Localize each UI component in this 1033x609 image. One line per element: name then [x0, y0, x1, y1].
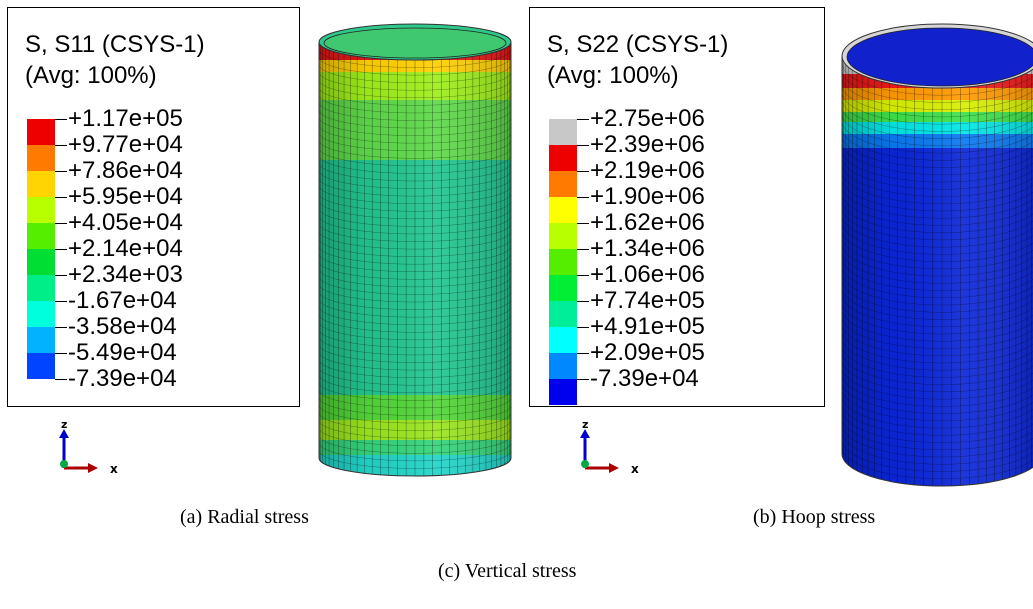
legend-swatch — [549, 171, 577, 197]
legend-tick — [577, 327, 589, 328]
radial-stress-panel: S, S11 (CSYS-1) (Avg: 100%) +1.17e+05 +9.… — [0, 0, 520, 490]
legend-value-label: +5.95e+04 — [68, 183, 183, 210]
legend-tick — [577, 171, 589, 172]
legend-value-label: +1.34e+06 — [590, 235, 705, 262]
legend-swatch — [549, 119, 577, 145]
legend-swatch — [27, 197, 55, 223]
legend-tick — [55, 275, 67, 276]
legend-tick — [55, 353, 67, 354]
axis-triad-arrows — [59, 429, 98, 473]
legend-value-label: -7.39e+04 — [68, 365, 177, 392]
legend-tick — [577, 301, 589, 302]
legend-swatch — [27, 249, 55, 275]
legend-tick — [577, 249, 589, 250]
caption-hoop-stress: (b) Hoop stress — [753, 506, 876, 528]
legend-value-label: +7.86e+04 — [68, 157, 183, 184]
legend-tick — [55, 197, 67, 198]
legend-box: S, S22 (CSYS-1) (Avg: 100%) +2.75e+06 +2.… — [529, 7, 825, 407]
legend-value-label: +1.62e+06 — [590, 209, 705, 236]
cylinder-surface — [842, 56, 1033, 486]
radial-stress-cylinder — [318, 23, 512, 477]
legend-swatch — [27, 353, 55, 379]
legend-value-label: +9.77e+04 — [68, 131, 183, 158]
legend-tick — [577, 223, 589, 224]
legend-swatch — [27, 275, 55, 301]
legend-swatch — [549, 353, 577, 379]
legend-swatch — [27, 145, 55, 171]
legend-tick — [55, 119, 67, 120]
legend-tick — [55, 301, 67, 302]
axis-triad-arrows — [580, 429, 619, 473]
legend-tick — [577, 119, 589, 120]
legend-averaging: (Avg: 100%) — [547, 62, 679, 89]
legend-value-label: +2.19e+06 — [590, 157, 705, 184]
legend-tick — [55, 249, 67, 250]
legend-value-label: +2.14e+04 — [68, 235, 183, 262]
legend-tick — [577, 197, 589, 198]
legend-value-label: +4.05e+04 — [68, 209, 183, 236]
legend-value-label: +2.39e+06 — [590, 131, 705, 158]
legend-tick — [577, 275, 589, 276]
legend-title: S, S22 (CSYS-1) — [547, 31, 729, 58]
legend-value-label: +4.91e+05 — [590, 313, 705, 340]
legend-swatch — [27, 171, 55, 197]
legend-tick — [55, 223, 67, 224]
legend-swatch — [27, 327, 55, 353]
legend-tick — [55, 145, 67, 146]
legend-swatch — [549, 145, 577, 171]
axis-x-label: x — [631, 462, 639, 476]
legend-tick — [577, 353, 589, 354]
legend-value-label: +7.74e+05 — [590, 287, 705, 314]
legend-tick — [577, 145, 589, 146]
axis-z-label: z — [582, 418, 589, 431]
caption-radial-stress: (a) Radial stress — [180, 506, 309, 528]
legend-value-label: -1.67e+04 — [68, 287, 177, 314]
legend-swatch — [549, 249, 577, 275]
legend-swatch — [549, 327, 577, 353]
legend-value-label: +1.90e+06 — [590, 183, 705, 210]
legend-swatch — [549, 379, 577, 405]
legend-averaging: (Avg: 100%) — [25, 62, 157, 89]
legend-value-label: +2.34e+03 — [68, 261, 183, 288]
legend-title: S, S11 (CSYS-1) — [25, 31, 205, 58]
hoop-stress-cylinder — [841, 23, 1033, 487]
legend-tick — [577, 379, 589, 380]
legend-value-label: +2.75e+06 — [590, 105, 705, 132]
legend-swatch — [549, 301, 577, 327]
legend-box: S, S11 (CSYS-1) (Avg: 100%) +1.17e+05 +9.… — [7, 7, 300, 407]
legend-value-label: -7.39e+04 — [590, 365, 699, 392]
legend-tick — [55, 171, 67, 172]
legend-tick — [55, 379, 67, 380]
legend-swatch — [27, 223, 55, 249]
legend-value-label: -3.58e+04 — [68, 313, 177, 340]
legend-value-label: -5.49e+04 — [68, 339, 177, 366]
legend-swatch — [27, 301, 55, 327]
legend-swatch — [549, 275, 577, 301]
legend-swatch — [549, 197, 577, 223]
cylinder-surface — [319, 42, 511, 476]
axis-z-label: z — [61, 418, 68, 431]
legend-swatch — [27, 119, 55, 145]
axis-x-label: x — [110, 462, 118, 476]
legend-swatch — [549, 223, 577, 249]
caption-vertical-stress: (c) Vertical stress — [438, 560, 577, 582]
hoop-stress-panel: S, S22 (CSYS-1) (Avg: 100%) +2.75e+06 +2.… — [527, 0, 1033, 490]
legend-value-label: +1.17e+05 — [68, 105, 183, 132]
legend-value-label: +1.06e+06 — [590, 261, 705, 288]
legend-value-label: +2.09e+05 — [590, 339, 705, 366]
legend-tick — [55, 327, 67, 328]
